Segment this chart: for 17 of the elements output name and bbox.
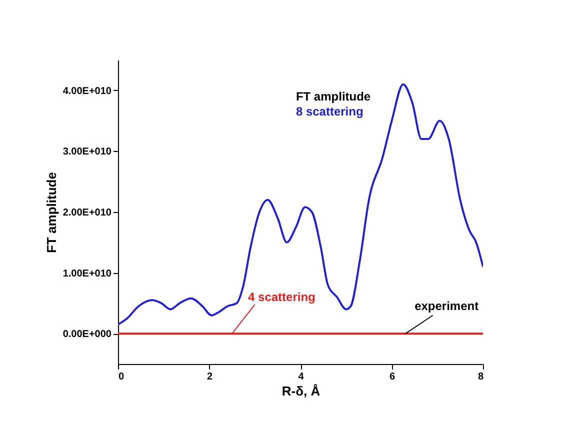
y-tick-label: 2.00E+010 <box>62 208 112 218</box>
y-tick-label: 1.00E+010 <box>62 268 112 280</box>
text: 4 scattering <box>248 290 316 304</box>
y-axis-title: FT amplitude <box>44 172 59 253</box>
x-tick-label: 6 <box>389 372 396 382</box>
x-tick-label: 4 <box>298 372 304 382</box>
y-tick-label: 3.00E+010 <box>62 146 112 158</box>
y-tick-label: 4.00E+010 <box>62 86 112 97</box>
x-tick-label: 8 <box>478 372 484 382</box>
x-tick-label: 0 <box>118 372 124 382</box>
x-axis-title: R-δ, Å <box>282 384 321 398</box>
y-tick-label: 0.00E+000 <box>62 329 112 340</box>
line-series <box>118 83 483 326</box>
text: 8 scattering <box>296 104 364 119</box>
annotation: FT amplitude <box>296 89 371 104</box>
annotation: experiment <box>414 299 479 314</box>
x-tick-label: 2 <box>206 372 213 382</box>
